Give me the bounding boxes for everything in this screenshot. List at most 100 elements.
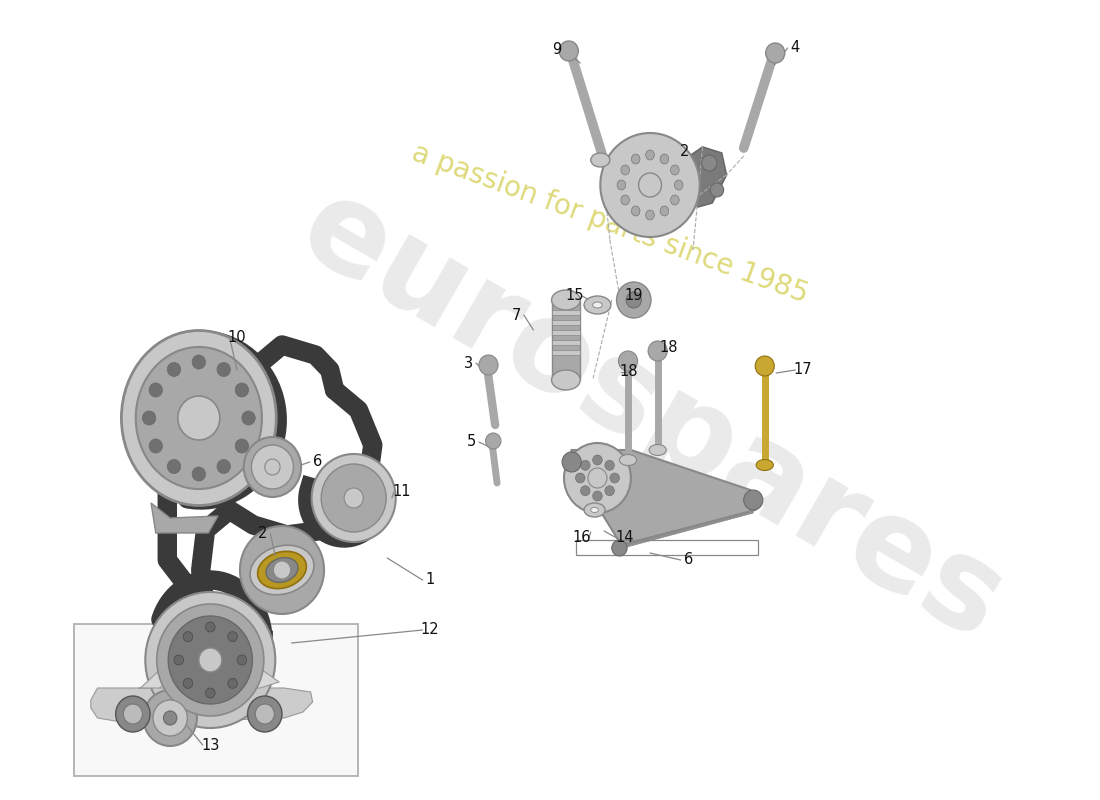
- Circle shape: [217, 362, 230, 377]
- Ellipse shape: [671, 195, 679, 205]
- Ellipse shape: [756, 459, 773, 470]
- Circle shape: [150, 383, 163, 397]
- Circle shape: [153, 700, 187, 736]
- Ellipse shape: [646, 210, 654, 220]
- Text: 14: 14: [615, 530, 634, 546]
- Circle shape: [217, 459, 230, 474]
- Circle shape: [562, 452, 581, 472]
- Circle shape: [248, 696, 282, 732]
- Polygon shape: [669, 147, 726, 207]
- Ellipse shape: [674, 180, 683, 190]
- Circle shape: [150, 439, 163, 453]
- Text: 2: 2: [680, 145, 689, 159]
- Circle shape: [143, 690, 197, 746]
- Circle shape: [605, 486, 615, 496]
- Ellipse shape: [584, 296, 610, 314]
- Circle shape: [242, 411, 255, 425]
- Text: 4: 4: [791, 41, 800, 55]
- Polygon shape: [569, 450, 756, 545]
- Ellipse shape: [631, 206, 640, 216]
- Polygon shape: [139, 658, 279, 688]
- Circle shape: [702, 155, 717, 171]
- Circle shape: [344, 488, 363, 508]
- Bar: [576, 540, 758, 555]
- Text: 17: 17: [794, 362, 812, 378]
- Text: 18: 18: [619, 365, 638, 379]
- Text: 12: 12: [421, 622, 440, 638]
- Bar: [551, 320, 580, 325]
- Text: 9: 9: [552, 42, 561, 58]
- Circle shape: [206, 688, 216, 698]
- Ellipse shape: [551, 290, 580, 310]
- Bar: [551, 310, 580, 315]
- Circle shape: [168, 616, 252, 704]
- Ellipse shape: [631, 154, 640, 164]
- Ellipse shape: [660, 206, 669, 216]
- Circle shape: [564, 443, 631, 513]
- Circle shape: [756, 356, 774, 376]
- Text: 1: 1: [426, 573, 434, 587]
- Circle shape: [228, 678, 238, 688]
- Circle shape: [274, 561, 290, 579]
- Circle shape: [593, 455, 602, 465]
- Text: a passion for parts since 1985: a passion for parts since 1985: [408, 139, 812, 309]
- Circle shape: [478, 355, 498, 375]
- Circle shape: [609, 473, 619, 483]
- Circle shape: [601, 133, 700, 237]
- Bar: [551, 300, 580, 380]
- Circle shape: [766, 43, 784, 63]
- Polygon shape: [91, 688, 312, 722]
- Circle shape: [244, 437, 301, 497]
- Ellipse shape: [551, 370, 580, 390]
- Circle shape: [178, 396, 220, 440]
- Circle shape: [618, 351, 638, 371]
- Circle shape: [199, 648, 222, 672]
- Ellipse shape: [121, 330, 276, 506]
- Circle shape: [157, 604, 264, 716]
- Circle shape: [485, 433, 501, 449]
- Circle shape: [648, 341, 668, 361]
- Ellipse shape: [649, 445, 667, 455]
- Bar: [551, 340, 580, 345]
- Circle shape: [605, 460, 615, 470]
- Circle shape: [252, 445, 294, 489]
- Circle shape: [192, 355, 206, 369]
- Circle shape: [744, 490, 762, 510]
- Circle shape: [581, 460, 590, 470]
- Text: 10: 10: [228, 330, 246, 345]
- Bar: [551, 330, 580, 335]
- Circle shape: [238, 655, 246, 665]
- Text: 5: 5: [466, 434, 476, 450]
- Circle shape: [184, 632, 192, 642]
- Circle shape: [192, 467, 206, 481]
- Circle shape: [581, 486, 590, 496]
- Circle shape: [164, 711, 177, 725]
- Text: 11: 11: [393, 485, 410, 499]
- Ellipse shape: [250, 546, 314, 594]
- Ellipse shape: [257, 551, 307, 589]
- Circle shape: [174, 655, 184, 665]
- Ellipse shape: [620, 195, 629, 205]
- Text: 19: 19: [625, 287, 644, 302]
- Ellipse shape: [671, 165, 679, 175]
- Bar: [551, 350, 580, 355]
- Ellipse shape: [266, 558, 298, 582]
- Polygon shape: [151, 503, 218, 533]
- Circle shape: [639, 173, 661, 197]
- Circle shape: [711, 183, 724, 197]
- Circle shape: [311, 454, 396, 542]
- Text: 3: 3: [464, 355, 473, 370]
- Circle shape: [559, 41, 579, 61]
- Circle shape: [612, 540, 627, 556]
- Circle shape: [228, 632, 238, 642]
- Polygon shape: [572, 452, 754, 548]
- Circle shape: [167, 362, 180, 377]
- Ellipse shape: [620, 165, 629, 175]
- Circle shape: [626, 292, 641, 308]
- Circle shape: [142, 411, 156, 425]
- Ellipse shape: [660, 154, 669, 164]
- Circle shape: [617, 282, 651, 318]
- Ellipse shape: [617, 180, 626, 190]
- Circle shape: [116, 696, 150, 732]
- Circle shape: [184, 678, 192, 688]
